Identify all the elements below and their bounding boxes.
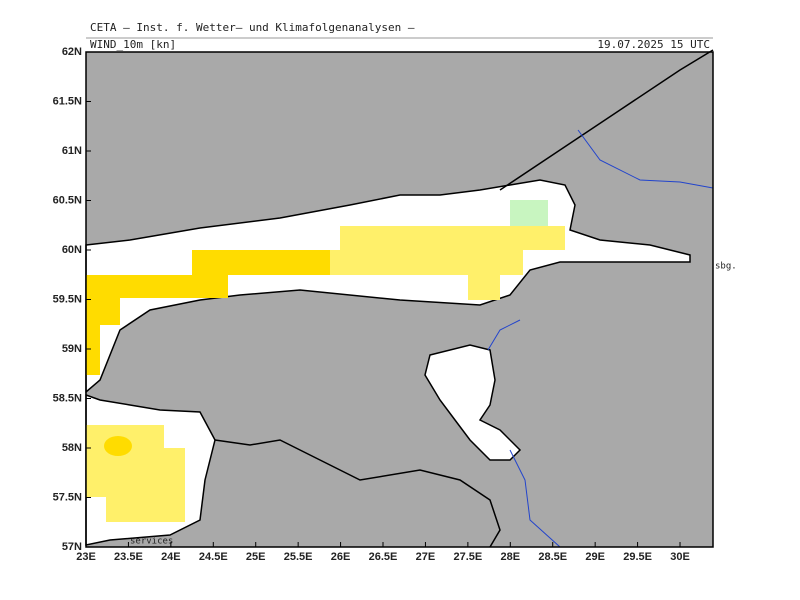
lon-tick-label: 28E bbox=[501, 551, 521, 563]
field-label: WIND_10m [kn] bbox=[90, 38, 176, 51]
wind-cell bbox=[120, 275, 228, 298]
wind-cell bbox=[330, 250, 523, 275]
river bbox=[509, 449, 561, 548]
lat-tick-label: 59N bbox=[62, 343, 82, 355]
wind-cell bbox=[86, 275, 120, 325]
map-area: sbg. services bbox=[85, 49, 737, 548]
lon-tick-label: 29.5E bbox=[623, 551, 652, 563]
wind-cell bbox=[510, 200, 548, 226]
river bbox=[577, 129, 714, 189]
lon-tick-label: 28.5E bbox=[538, 551, 567, 563]
lon-tick-label: 23E bbox=[76, 551, 96, 563]
wind-cell bbox=[104, 436, 132, 456]
lake-peipus bbox=[424, 344, 522, 461]
lon-tick-label: 27.5E bbox=[453, 551, 482, 563]
lat-tick-label: 58.5N bbox=[53, 392, 82, 404]
lon-tick-label: 25E bbox=[246, 551, 266, 563]
wind-cell bbox=[106, 448, 185, 522]
lon-tick-label: 23.5E bbox=[114, 551, 143, 563]
lon-tick-label: 29E bbox=[585, 551, 605, 563]
lat-tick-label: 59.5N bbox=[53, 293, 82, 305]
lon-tick-label: 30E bbox=[670, 551, 690, 563]
lon-tick-label: 26E bbox=[331, 551, 351, 563]
lon-tick-label: 25.5E bbox=[284, 551, 313, 563]
lon-tick-label: 26.5E bbox=[369, 551, 398, 563]
lat-tick-label: 60N bbox=[62, 244, 82, 256]
lat-tick-label: 60.5N bbox=[53, 194, 82, 206]
lat-tick-label: 61N bbox=[62, 145, 82, 157]
lon-tick-label: 24.5E bbox=[199, 551, 228, 563]
lon-tick-label: 24E bbox=[161, 551, 181, 563]
river bbox=[487, 319, 521, 351]
lat-tick-label: 58N bbox=[62, 442, 82, 454]
border bbox=[214, 439, 501, 548]
credit: services bbox=[130, 537, 173, 547]
wind-cell bbox=[340, 226, 565, 250]
wind-cell bbox=[468, 275, 500, 300]
lon-tick-label: 27E bbox=[416, 551, 436, 563]
valid-time: 19.07.2025 15 UTC bbox=[597, 38, 710, 51]
lat-tick-label: 62N bbox=[62, 46, 82, 58]
wind-cell bbox=[192, 250, 330, 275]
lat-tick-label: 61.5N bbox=[53, 95, 82, 107]
title: CETA – Inst. f. Wetter– und Klimafolgena… bbox=[90, 21, 415, 34]
lat-tick-label: 57.5N bbox=[53, 491, 82, 503]
border bbox=[499, 49, 714, 191]
station-label: sbg. bbox=[715, 262, 737, 272]
lat-tick-label: 57N bbox=[62, 541, 82, 553]
wind-cell bbox=[86, 325, 100, 375]
